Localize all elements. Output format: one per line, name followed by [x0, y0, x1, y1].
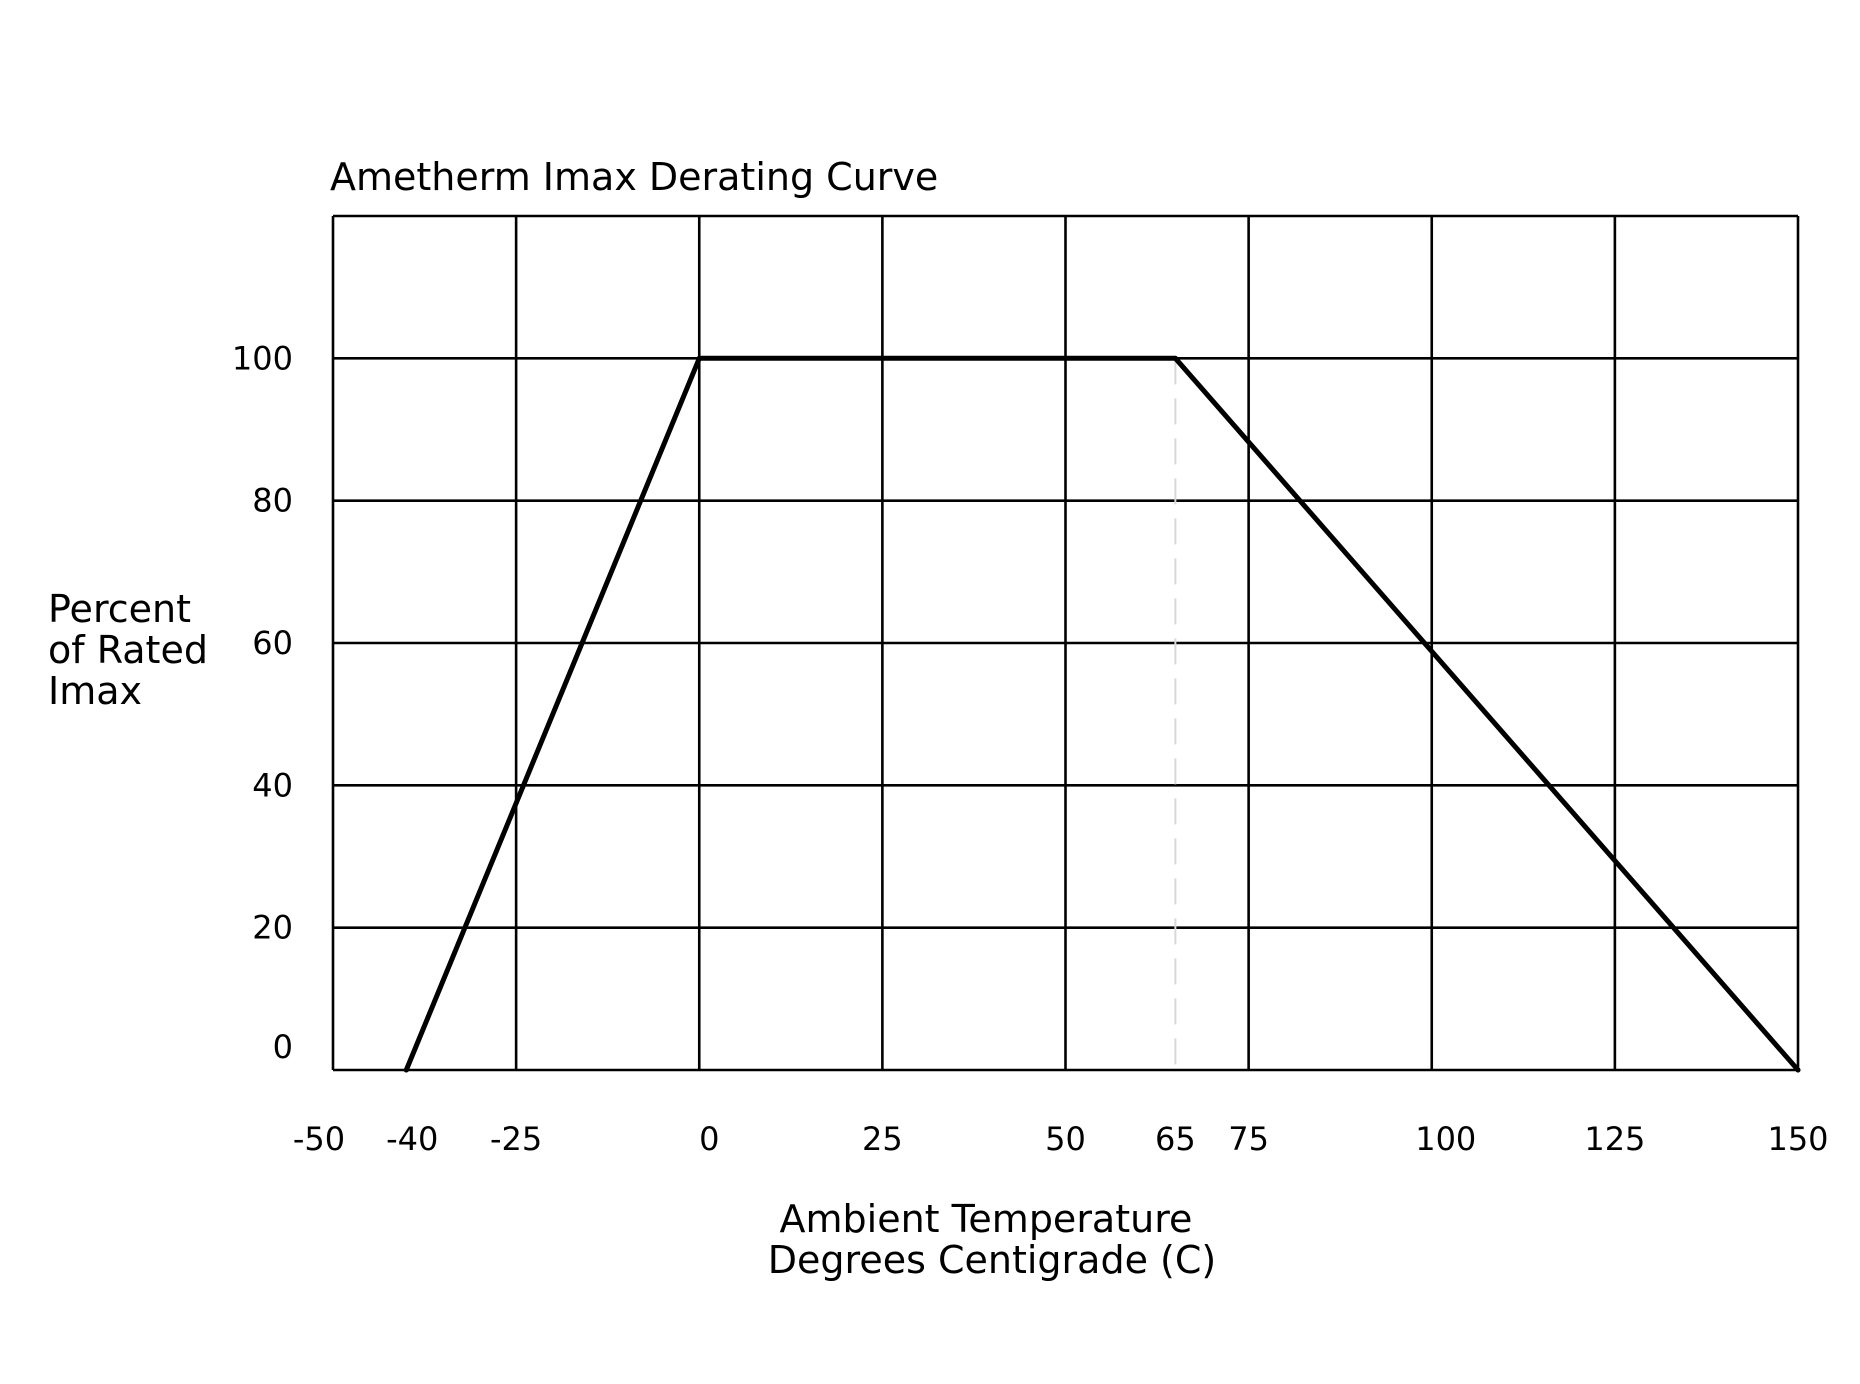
x-axis-title-line-2: Degrees Centigrade (C) [768, 1238, 1216, 1282]
y-tick-label: 100 [232, 339, 293, 377]
x-tick-label: 150 [1767, 1120, 1828, 1158]
x-axis-title: Ambient Temperature Degrees Centigrade (… [768, 1197, 1216, 1282]
series-layer [403, 355, 1801, 1073]
y-tick-label: 60 [252, 624, 293, 662]
x-tick-label: -25 [490, 1120, 542, 1158]
x-tick-label: 100 [1415, 1120, 1476, 1158]
x-tick-label: 0 [699, 1120, 719, 1158]
data-point [403, 1067, 409, 1073]
data-point [1795, 1067, 1801, 1073]
y-tick-label: 80 [252, 482, 293, 520]
x-tick-label: 75 [1228, 1120, 1269, 1158]
chart-title: Ametherm Imax Derating Curve [330, 155, 938, 199]
x-tick-label: 50 [1045, 1120, 1086, 1158]
derating-curve-line [403, 355, 1801, 1073]
y-axis-title-line-2: of Rated [48, 628, 208, 672]
y-tick-label: 40 [252, 766, 293, 804]
x-tick-label: 65 [1155, 1120, 1196, 1158]
x-tick-labels: -50 -40 -25 0 25 50 65 75 100 125 150 [293, 1120, 1829, 1158]
x-tick-label: -50 [293, 1120, 345, 1158]
data-point [696, 355, 702, 361]
y-tick-labels: 0 20 40 60 80 100 [232, 339, 293, 1066]
x-axis-title-line-1: Ambient Temperature [780, 1197, 1193, 1241]
x-tick-label: -40 [386, 1120, 438, 1158]
y-tick-label: 0 [273, 1028, 293, 1066]
y-axis-title-line-1: Percent [48, 587, 191, 631]
y-axis-title-line-3: Imax [48, 669, 142, 713]
y-axis-title: Percent of Rated Imax [48, 587, 220, 713]
x-tick-label: 25 [862, 1120, 903, 1158]
data-point [1172, 355, 1178, 361]
x-tick-label: 125 [1584, 1120, 1645, 1158]
grid-layer [331, 214, 1800, 1072]
y-tick-label: 20 [252, 909, 293, 947]
